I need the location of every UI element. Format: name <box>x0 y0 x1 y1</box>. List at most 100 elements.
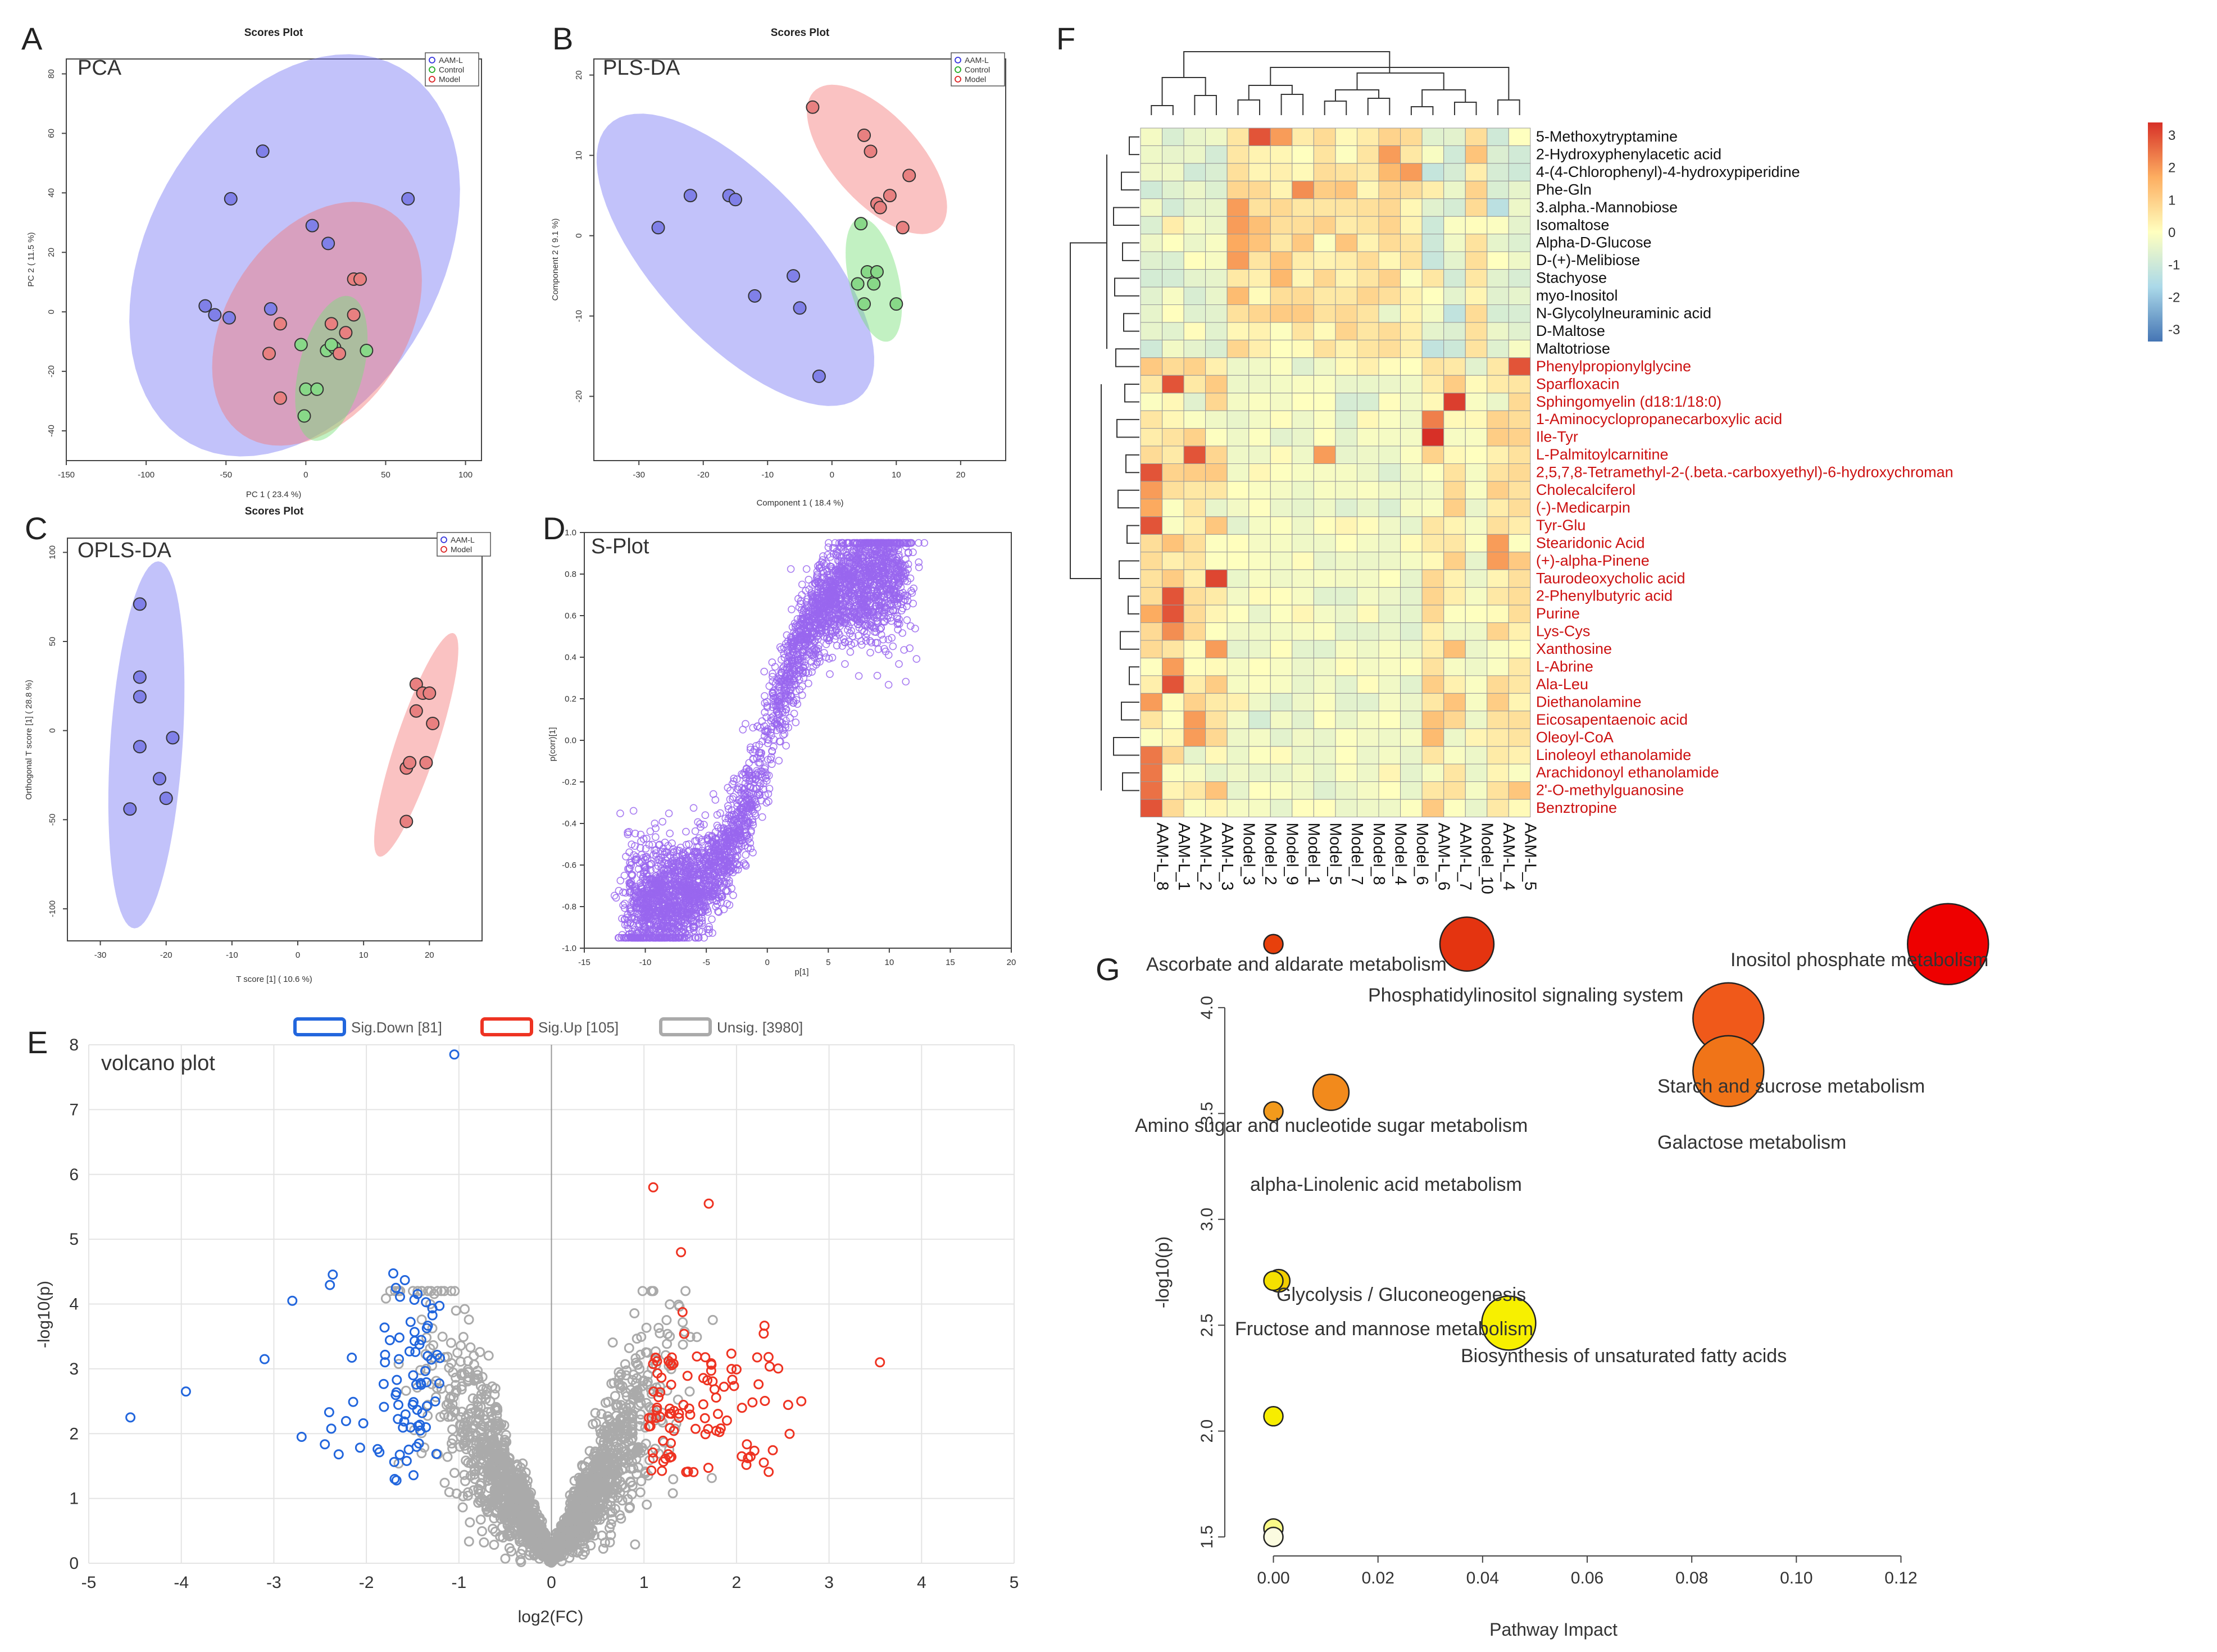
splot-point <box>879 580 887 588</box>
splot-point <box>891 539 899 547</box>
x-tick-label: 5 <box>1010 1573 1019 1592</box>
splot-point <box>741 861 749 869</box>
splot-point <box>864 607 872 615</box>
splot-point <box>621 899 629 908</box>
splot-point <box>616 809 624 817</box>
volcano-point <box>464 1314 474 1325</box>
splot-point <box>786 639 794 647</box>
panel-letter: B <box>552 21 573 56</box>
splot-point <box>738 808 746 816</box>
splot-point <box>791 667 799 676</box>
sample-point <box>812 369 826 383</box>
splot-point <box>693 848 701 855</box>
sample-point <box>864 144 878 158</box>
chart-title: Scores Plot <box>245 506 304 517</box>
splot-point <box>858 561 866 570</box>
splot-point <box>859 603 867 611</box>
splot-point <box>898 629 907 637</box>
splot-point <box>664 870 672 878</box>
splot-point <box>778 675 786 684</box>
y-tick-label: 0 <box>47 310 56 314</box>
legend-label: Model <box>439 75 460 84</box>
oplsda-chart: C Scores Plot OPLS-DA -30 -20 -10 0 10 20-100… <box>24 506 491 984</box>
chart-title: Scores Plot <box>244 27 303 39</box>
splot-point <box>802 636 810 644</box>
splot-point <box>791 680 798 689</box>
splot-point <box>862 633 870 641</box>
splot-point <box>632 853 640 861</box>
splot-point <box>680 889 688 898</box>
splot-point <box>624 934 633 942</box>
x-tick-label: 0 <box>765 958 770 967</box>
splot-point <box>833 548 841 556</box>
splot-point <box>769 712 778 720</box>
splot-point <box>792 718 800 726</box>
splot-point <box>866 562 875 570</box>
splot-point <box>652 833 660 841</box>
splot-point <box>630 889 638 898</box>
y-tick-label: 0.4 <box>565 653 576 662</box>
y-axis-label: p(corr)[1] <box>548 727 557 762</box>
sample-point <box>273 317 287 331</box>
confidence-ellipse-model <box>374 632 458 857</box>
splot-point <box>629 934 637 942</box>
y-tick-label: -10 <box>574 310 584 322</box>
splot-point <box>666 934 674 942</box>
pca-chart: A Scores Plot PCA -150 -100 -50 0 50 100-40-2… <box>21 21 482 499</box>
y-tick-label: 1 <box>69 1490 79 1508</box>
splot-point <box>645 841 653 849</box>
splot-point <box>681 928 689 936</box>
splot-point <box>685 879 694 887</box>
splot-point <box>694 934 703 942</box>
y-tick-label: -0.8 <box>562 902 576 912</box>
splot-point <box>680 878 688 886</box>
splot-point <box>738 770 746 779</box>
splot-point <box>865 608 873 616</box>
splot-point <box>841 638 849 646</box>
x-tick-label: 0 <box>296 950 300 960</box>
splot-point <box>757 754 765 763</box>
splot-point <box>720 905 728 913</box>
y-tick-label: 5 <box>69 1230 79 1249</box>
splot-point <box>706 889 715 896</box>
splot-point <box>847 627 856 635</box>
sample-point <box>222 311 236 325</box>
splot-point <box>634 913 642 922</box>
splot-point <box>764 739 772 748</box>
splot-point <box>657 907 665 914</box>
splot-point <box>726 786 734 795</box>
splot-point <box>619 888 627 896</box>
splot-point <box>625 827 633 836</box>
splot-point <box>675 934 683 942</box>
splot-point <box>802 586 810 595</box>
splot-point <box>809 593 817 601</box>
splot-point <box>689 889 697 898</box>
splot-point <box>787 633 795 641</box>
splot-point <box>807 650 815 658</box>
panel-b-plsda: B Scores Plot PLS-DA -30 -20 -10 0 10 20 -20 -1… <box>537 0 1042 508</box>
splot-point <box>619 901 627 909</box>
splot-point <box>767 760 776 768</box>
y-tick-label: -0.4 <box>562 819 576 829</box>
splot-point <box>894 580 902 589</box>
splot-point <box>816 612 824 620</box>
splot-point <box>819 567 826 575</box>
splot-point <box>657 912 666 920</box>
splot-point <box>863 539 871 547</box>
method-label: S-Plot <box>591 535 649 558</box>
splot-point <box>752 741 760 750</box>
volcano-point <box>655 1328 665 1339</box>
splot-point <box>880 568 888 576</box>
splot-point <box>826 562 835 571</box>
splot-point <box>745 777 753 785</box>
splot-point <box>866 574 874 581</box>
splot-point <box>866 549 874 557</box>
splot-point <box>770 743 778 751</box>
volcano-point <box>415 1365 426 1376</box>
sample-point <box>133 690 147 704</box>
sample-point <box>867 277 881 291</box>
splot-point <box>772 702 780 711</box>
splot-point <box>893 539 902 547</box>
legend-label: Sig.Down [81] <box>351 1019 442 1036</box>
splot-point <box>749 723 757 732</box>
